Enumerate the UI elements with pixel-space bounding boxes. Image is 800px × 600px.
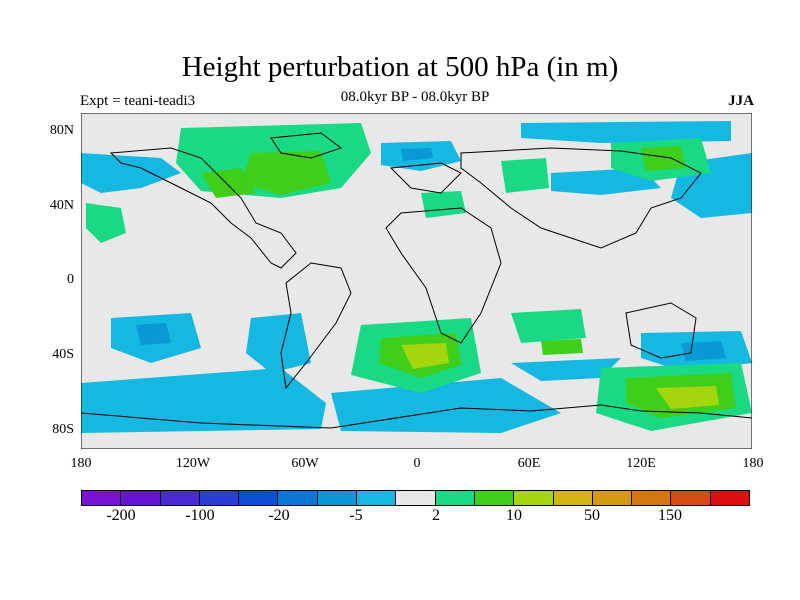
lon-label-60e: 60E: [517, 456, 541, 471]
colorbar-label: 150: [658, 507, 682, 524]
colorbar-label: -5: [349, 507, 363, 524]
positive-anomaly-regions: [176, 123, 752, 431]
colorbar-label: -20: [268, 507, 290, 524]
colorbar-swatch: [553, 491, 593, 505]
lat-label-40n: 40N: [49, 198, 74, 213]
negative-anomaly-regions: [81, 121, 752, 433]
lon-label-120e: 120E: [626, 456, 656, 471]
colorbar-swatch: [396, 491, 436, 505]
colorbar-label: 10: [506, 507, 522, 524]
lon-label-60w: 60W: [291, 456, 319, 471]
colorbar-swatch: [160, 491, 200, 505]
map-title: Height perturbation at 500 hPa (in m): [181, 51, 619, 83]
lat-label-80s: 80S: [52, 422, 74, 437]
colorbar-swatch: [317, 491, 358, 505]
colorbar-swatch: [474, 491, 515, 505]
colorbar-swatch: [671, 491, 711, 505]
colorbar-swatch: [199, 491, 240, 505]
coastlines: [81, 132, 752, 429]
colorbar-label: -200: [106, 507, 136, 524]
colorbar-label: 2: [432, 507, 440, 524]
colorbar-swatch: [121, 491, 161, 505]
lon-label-120w: 120W: [175, 456, 211, 471]
colorbar-swatch: [82, 491, 122, 505]
colorbar-swatch: [514, 491, 554, 505]
lon-label-180e: 180: [742, 456, 764, 471]
lat-label-80n: 80N: [49, 123, 74, 138]
height-perturbation-map: [81, 113, 752, 449]
lon-label-0: 0: [413, 456, 421, 471]
lat-label-0: 0: [67, 272, 74, 287]
lat-label-40s: 40S: [52, 347, 74, 362]
colorbar-swatch: [435, 491, 475, 505]
experiment-label: Expt = teani-teadi3: [80, 93, 196, 109]
map-panel: [81, 113, 752, 449]
colorbar-swatch: [592, 491, 633, 505]
colorbar-swatch: [710, 491, 750, 505]
lon-label-180w: 180: [70, 456, 92, 471]
colorbar-label: 50: [584, 507, 600, 524]
colorbar: [81, 490, 750, 506]
map-subtitle: 08.0kyr BP - 08.0kyr BP: [340, 89, 490, 105]
colorbar-swatch: [632, 491, 672, 505]
colorbar-label: -100: [185, 507, 215, 524]
season-label: JJA: [728, 93, 754, 109]
colorbar-swatch: [357, 491, 397, 505]
colorbar-swatch: [239, 491, 279, 505]
colorbar-swatch: [278, 491, 318, 505]
